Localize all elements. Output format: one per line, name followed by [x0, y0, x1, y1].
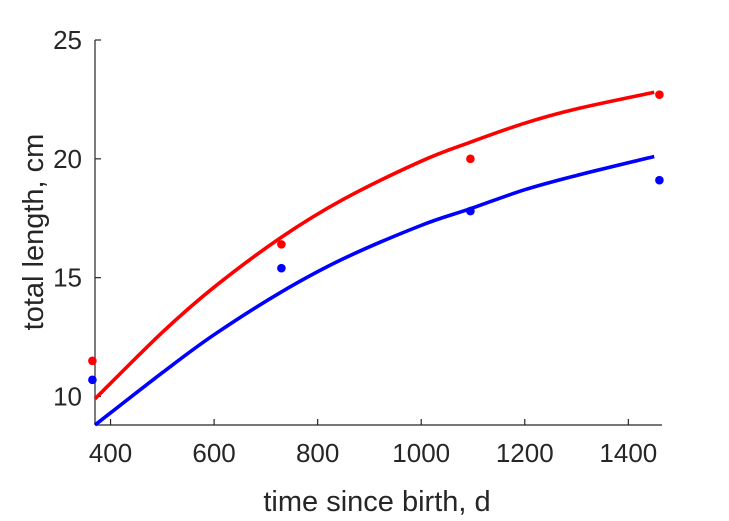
y-tick-label: 20: [53, 144, 82, 174]
series-2-point: [466, 206, 475, 216]
x-tick-label: 400: [89, 438, 132, 468]
x-tick-label: 1400: [599, 438, 657, 468]
points-layer: [88, 90, 664, 385]
x-tick-label: 1200: [496, 438, 554, 468]
x-tick-label: 800: [296, 438, 339, 468]
series-2-point: [655, 175, 664, 185]
series-2-curve: [93, 154, 655, 427]
curves-layer: [93, 90, 655, 427]
series-2-point: [88, 375, 97, 385]
y-axis-label: total length, cm: [18, 134, 50, 331]
series-1-point: [655, 90, 664, 99]
x-tick-label: 1000: [392, 438, 450, 468]
series-2-point: [277, 263, 286, 273]
y-tick-label: 10: [53, 381, 82, 411]
series-1-curve: [93, 90, 655, 401]
x-axis-label: time since birth, d: [263, 486, 490, 518]
x-tick-label: 600: [192, 438, 235, 468]
y-tick-label: 25: [53, 25, 82, 55]
axes-layer: 400 600 800 1000 1200 1400 10 15 20 25: [53, 25, 662, 468]
series-1-point: [466, 154, 475, 164]
y-tick-label: 15: [53, 263, 82, 293]
series-1-point: [277, 240, 286, 249]
series-1-point: [88, 356, 97, 366]
